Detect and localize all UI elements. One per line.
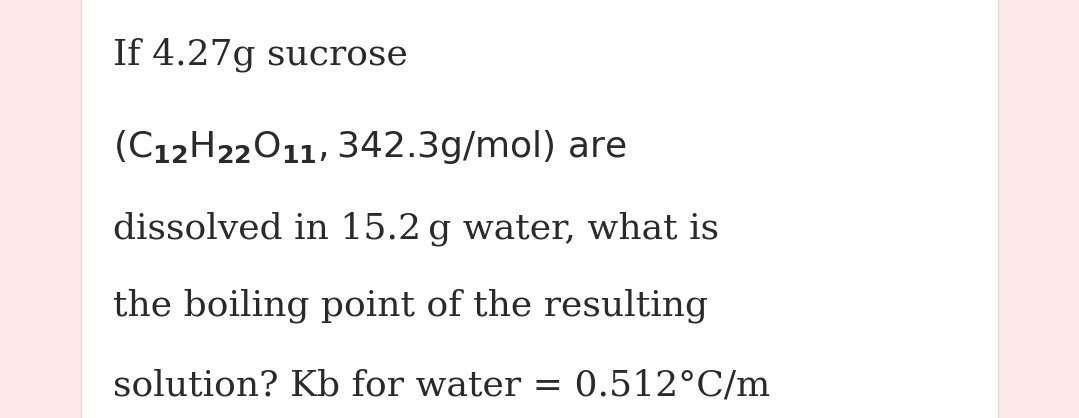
Text: $\mathrm{(C}_{\mathbf{12}}\mathrm{H}_{\mathbf{22}}\mathrm{O}_{\mathbf{11}}\mathr: $\mathrm{(C}_{\mathbf{12}}\mathrm{H}_{\m… bbox=[113, 128, 627, 166]
Text: the boiling point of the resulting: the boiling point of the resulting bbox=[113, 288, 708, 323]
Bar bbox=[81, 0, 998, 418]
Text: solution? Kb for water = 0.512°C/m: solution? Kb for water = 0.512°C/m bbox=[113, 368, 770, 402]
Text: dissolved in 15.2 g water, what is: dissolved in 15.2 g water, what is bbox=[113, 211, 720, 246]
Text: If 4.27g sucrose: If 4.27g sucrose bbox=[113, 38, 408, 72]
